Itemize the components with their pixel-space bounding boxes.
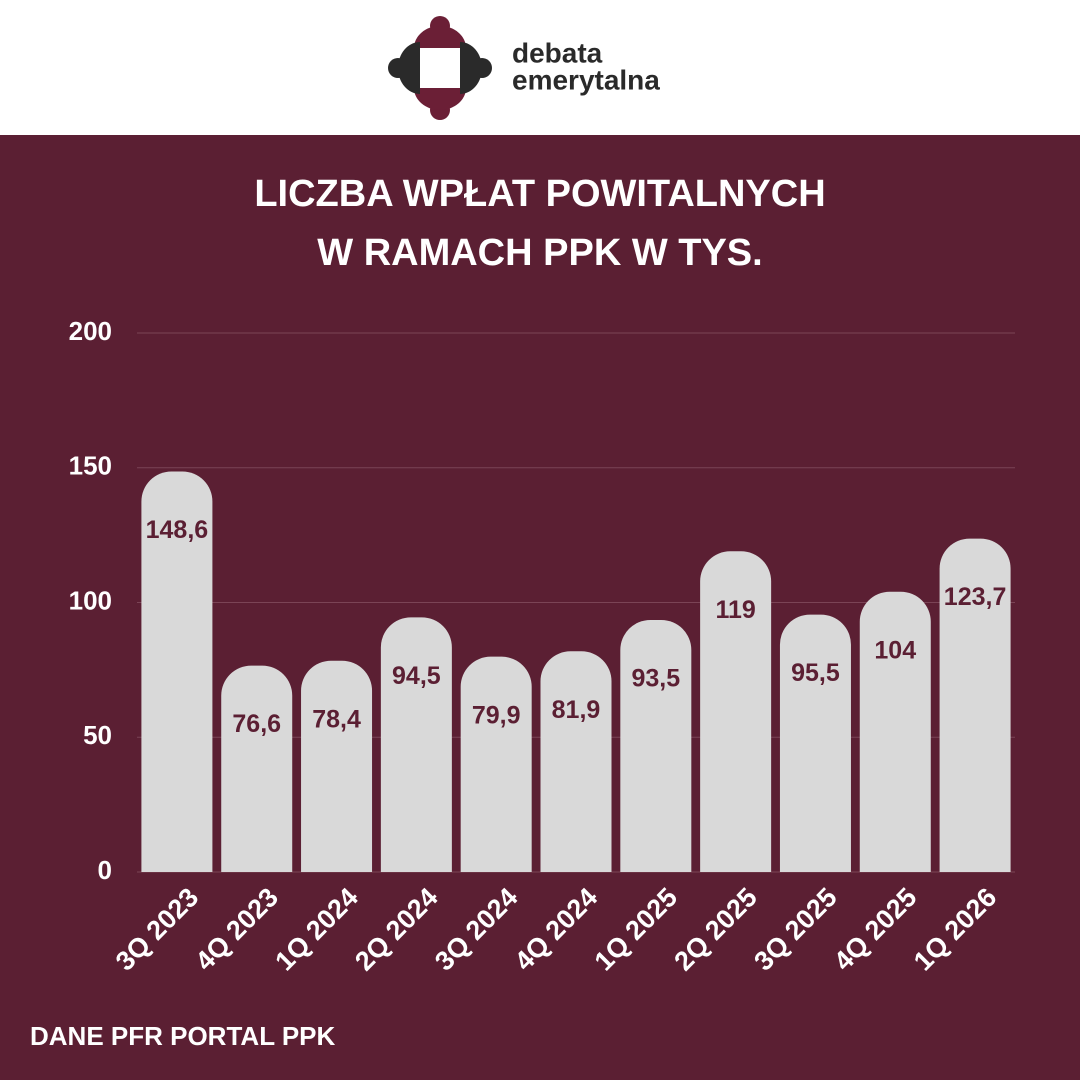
value-label: 93,5 (631, 665, 680, 693)
value-label: 78,4 (312, 705, 361, 733)
source-note: DANE PFR PORTAL PPK (30, 1021, 336, 1051)
x-tick-label: 3Q 2025 (748, 882, 842, 976)
bar (939, 538, 1011, 872)
bar (700, 551, 772, 872)
x-tick-label: 4Q 2024 (509, 882, 603, 976)
header-bar (0, 0, 1080, 135)
x-tick-label: 1Q 2025 (589, 882, 683, 976)
logo-text: debata (512, 37, 603, 68)
logo-text: emerytalna (512, 64, 660, 95)
chart-title: W RAMACH PPK W TYS. (317, 232, 762, 274)
x-tick-label: 3Q 2023 (110, 882, 204, 976)
bar (380, 617, 452, 872)
value-label: 76,6 (232, 710, 281, 738)
bar (141, 471, 213, 872)
chart-title: LICZBA WPŁAT POWITALNYCH (254, 173, 825, 215)
bar (460, 656, 532, 872)
value-label: 104 (874, 636, 916, 664)
bar (779, 614, 851, 872)
bar (859, 591, 931, 872)
logo-icon (388, 16, 492, 120)
bar (301, 660, 373, 872)
y-tick-label: 150 (69, 451, 112, 481)
x-tick-label: 1Q 2024 (269, 882, 363, 976)
x-tick-label: 1Q 2026 (908, 882, 1002, 976)
value-label: 123,7 (944, 583, 1007, 611)
value-label: 94,5 (392, 662, 441, 690)
bar (221, 665, 293, 872)
bar (540, 651, 612, 872)
value-label: 148,6 (146, 516, 209, 544)
value-label: 119 (715, 596, 755, 624)
value-label: 81,9 (552, 696, 601, 724)
value-label: 79,9 (472, 701, 521, 729)
y-tick-label: 50 (83, 720, 112, 750)
x-tick-label: 2Q 2025 (668, 882, 762, 976)
y-tick-label: 200 (69, 316, 112, 346)
y-tick-label: 0 (98, 855, 112, 885)
x-tick-label: 3Q 2024 (429, 882, 523, 976)
y-tick-label: 100 (69, 585, 112, 615)
bar (620, 620, 692, 872)
x-tick-label: 4Q 2023 (190, 882, 284, 976)
x-tick-label: 4Q 2025 (828, 882, 922, 976)
value-label: 95,5 (791, 659, 840, 687)
x-tick-label: 2Q 2024 (349, 882, 443, 976)
